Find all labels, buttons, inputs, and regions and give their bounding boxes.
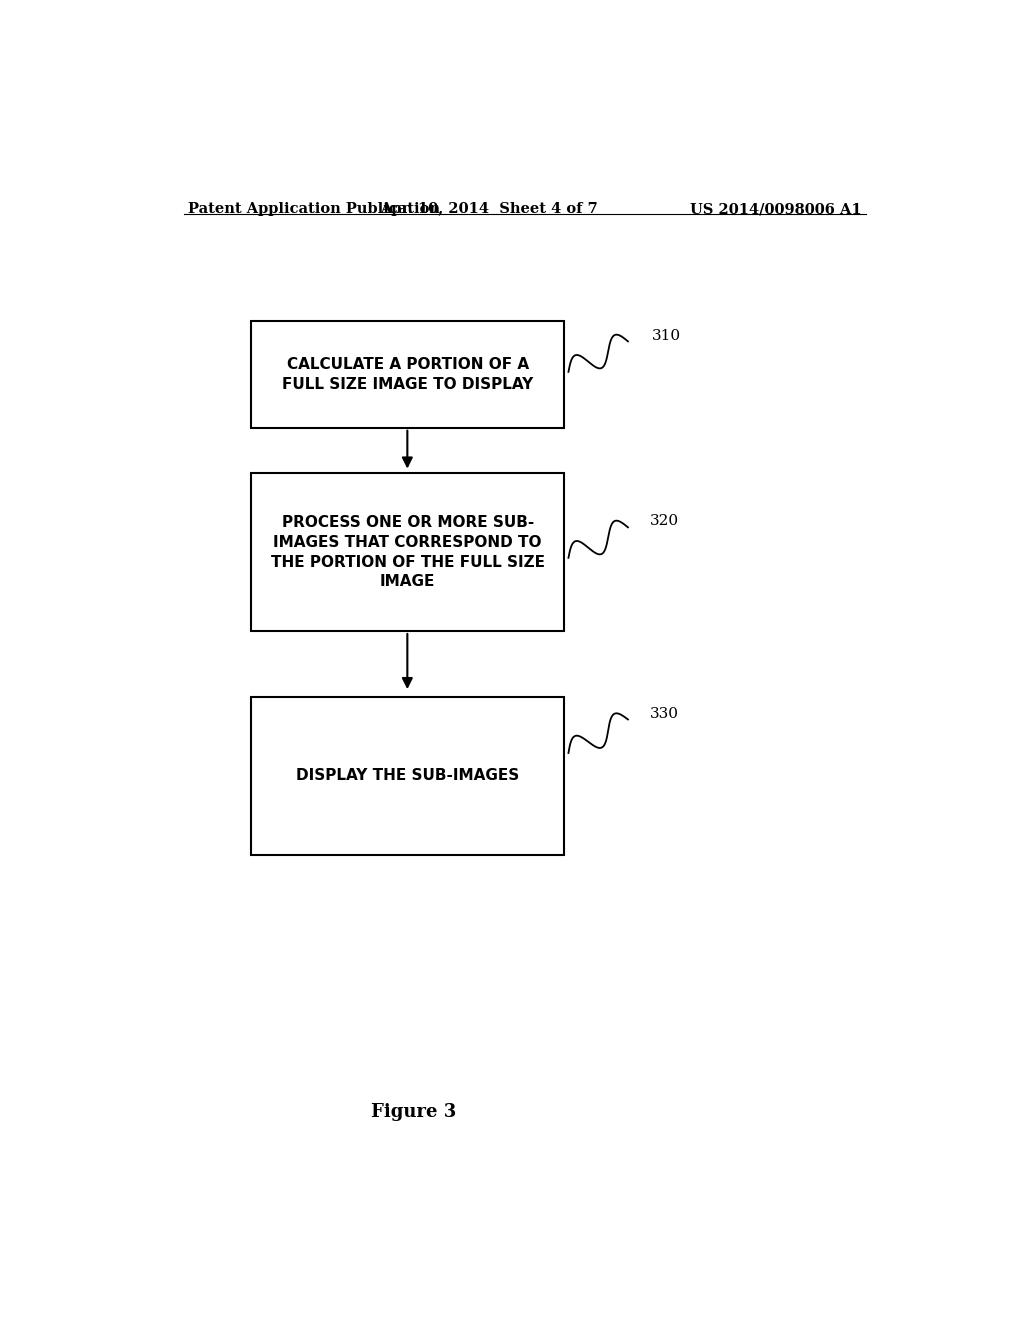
Text: Apr. 10, 2014  Sheet 4 of 7: Apr. 10, 2014 Sheet 4 of 7 [380, 202, 598, 216]
Text: DISPLAY THE SUB-IMAGES: DISPLAY THE SUB-IMAGES [296, 768, 519, 783]
Text: 330: 330 [650, 708, 679, 721]
Bar [251, 697, 564, 854]
Bar [251, 474, 564, 631]
Text: 310: 310 [652, 329, 681, 343]
Text: 320: 320 [650, 515, 679, 528]
Text: US 2014/0098006 A1: US 2014/0098006 A1 [690, 202, 862, 216]
Text: Figure 3: Figure 3 [371, 1102, 457, 1121]
Text: PROCESS ONE OR MORE SUB-
IMAGES THAT CORRESPOND TO
THE PORTION OF THE FULL SIZE
: PROCESS ONE OR MORE SUB- IMAGES THAT COR… [270, 515, 545, 590]
Bar [251, 321, 564, 428]
Text: Patent Application Publication: Patent Application Publication [187, 202, 439, 216]
Text: CALCULATE A PORTION OF A
FULL SIZE IMAGE TO DISPLAY: CALCULATE A PORTION OF A FULL SIZE IMAGE… [283, 356, 534, 392]
